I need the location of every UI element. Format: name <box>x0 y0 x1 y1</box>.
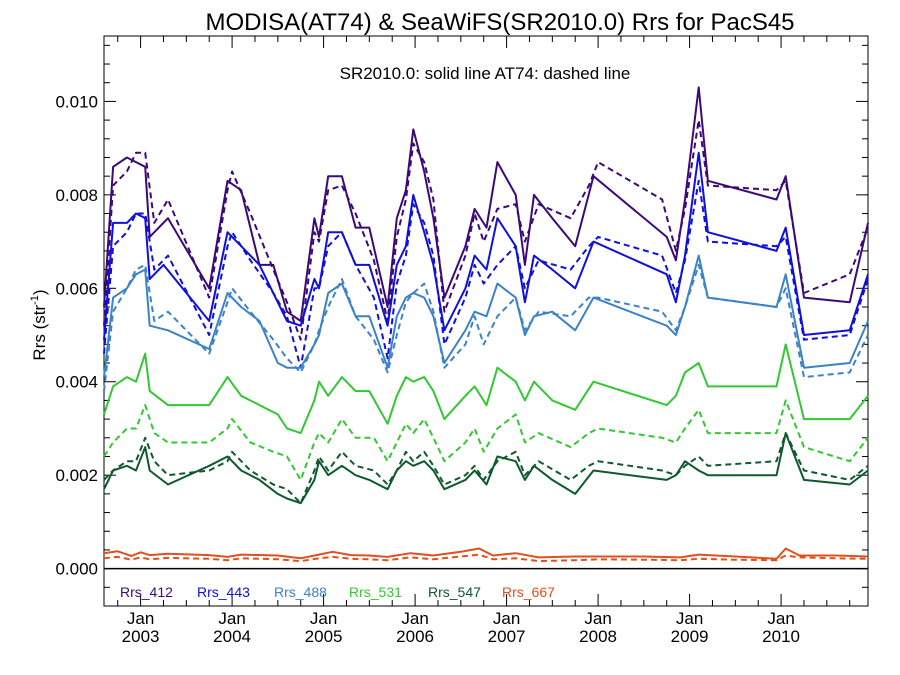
axis-ticks: 0.0000.0020.0040.0060.0080.010Jan2003Jan… <box>55 36 868 646</box>
chart-title: MODISA(AT74) & SeaWiFS(SR2010.0) Rrs for… <box>205 9 794 36</box>
y-axis-label: Rrs (str-1) <box>29 289 49 360</box>
rrs-547-dashed-line <box>103 432 869 505</box>
x-tick-month-label: Jan <box>218 609 245 628</box>
x-tick-month-label: Jan <box>401 609 428 628</box>
x-tick-year-label: 2008 <box>579 627 617 646</box>
x-tick-year-label: 2010 <box>762 627 800 646</box>
y-tick-label: 0.004 <box>55 373 98 392</box>
x-tick-year-label: 2006 <box>396 627 434 646</box>
rrs-412-solid-line <box>103 86 869 322</box>
x-tick-month-label: Jan <box>493 609 520 628</box>
y-tick-label: 0.002 <box>55 466 98 485</box>
y-axis-label-sup: -1 <box>29 295 41 305</box>
x-tick-month-label: Jan <box>310 609 337 628</box>
y-tick-label: 0.008 <box>55 186 98 205</box>
rrs-531-dashed-line <box>103 399 869 481</box>
rrs-488-dashed-line <box>103 263 869 392</box>
x-tick-year-label: 2004 <box>213 627 251 646</box>
x-tick-year-label: 2009 <box>671 627 709 646</box>
rrs-667-solid-line <box>103 547 869 560</box>
legend-item: Rrs_531 <box>349 584 402 600</box>
x-tick-month-label: Jan <box>584 609 611 628</box>
y-axis-label-main: Rrs (str <box>30 305 49 361</box>
legend: Rrs_412 Rrs_443 Rrs_488 Rrs_531 Rrs_547 Rrs_6… <box>120 584 555 600</box>
legend-item: Rrs_488 <box>274 584 327 600</box>
x-tick-month-label: Jan <box>767 609 794 628</box>
rrs-443-dashed-line <box>103 179 869 369</box>
rrs-531-solid-line <box>103 343 869 435</box>
legend-item: Rrs_443 <box>197 584 250 600</box>
legend-item: Rrs_667 <box>502 584 555 600</box>
line-style-annotation: SR2010.0: solid line AT74: dashed line <box>340 64 631 83</box>
y-tick-label: 0.006 <box>55 279 98 298</box>
x-tick-year-label: 2005 <box>305 627 343 646</box>
x-tick-month-label: Jan <box>676 609 703 628</box>
rrs-412-dashed-line <box>103 119 869 341</box>
legend-item: Rrs_412 <box>120 584 173 600</box>
x-tick-month-label: Jan <box>127 609 154 628</box>
legend-item: Rrs_547 <box>428 584 481 600</box>
y-tick-label: 0.010 <box>55 92 98 111</box>
x-tick-year-label: 2007 <box>488 627 526 646</box>
rrs-443-solid-line <box>103 151 869 340</box>
rrs-488-solid-line <box>103 254 869 378</box>
rrs-547-solid-line <box>103 432 869 505</box>
series-lines <box>103 86 869 563</box>
x-tick-year-label: 2003 <box>122 627 160 646</box>
y-axis-label-close: ) <box>30 289 49 295</box>
rrs-667-dashed-line <box>103 553 869 563</box>
y-tick-label: 0.000 <box>55 560 98 579</box>
